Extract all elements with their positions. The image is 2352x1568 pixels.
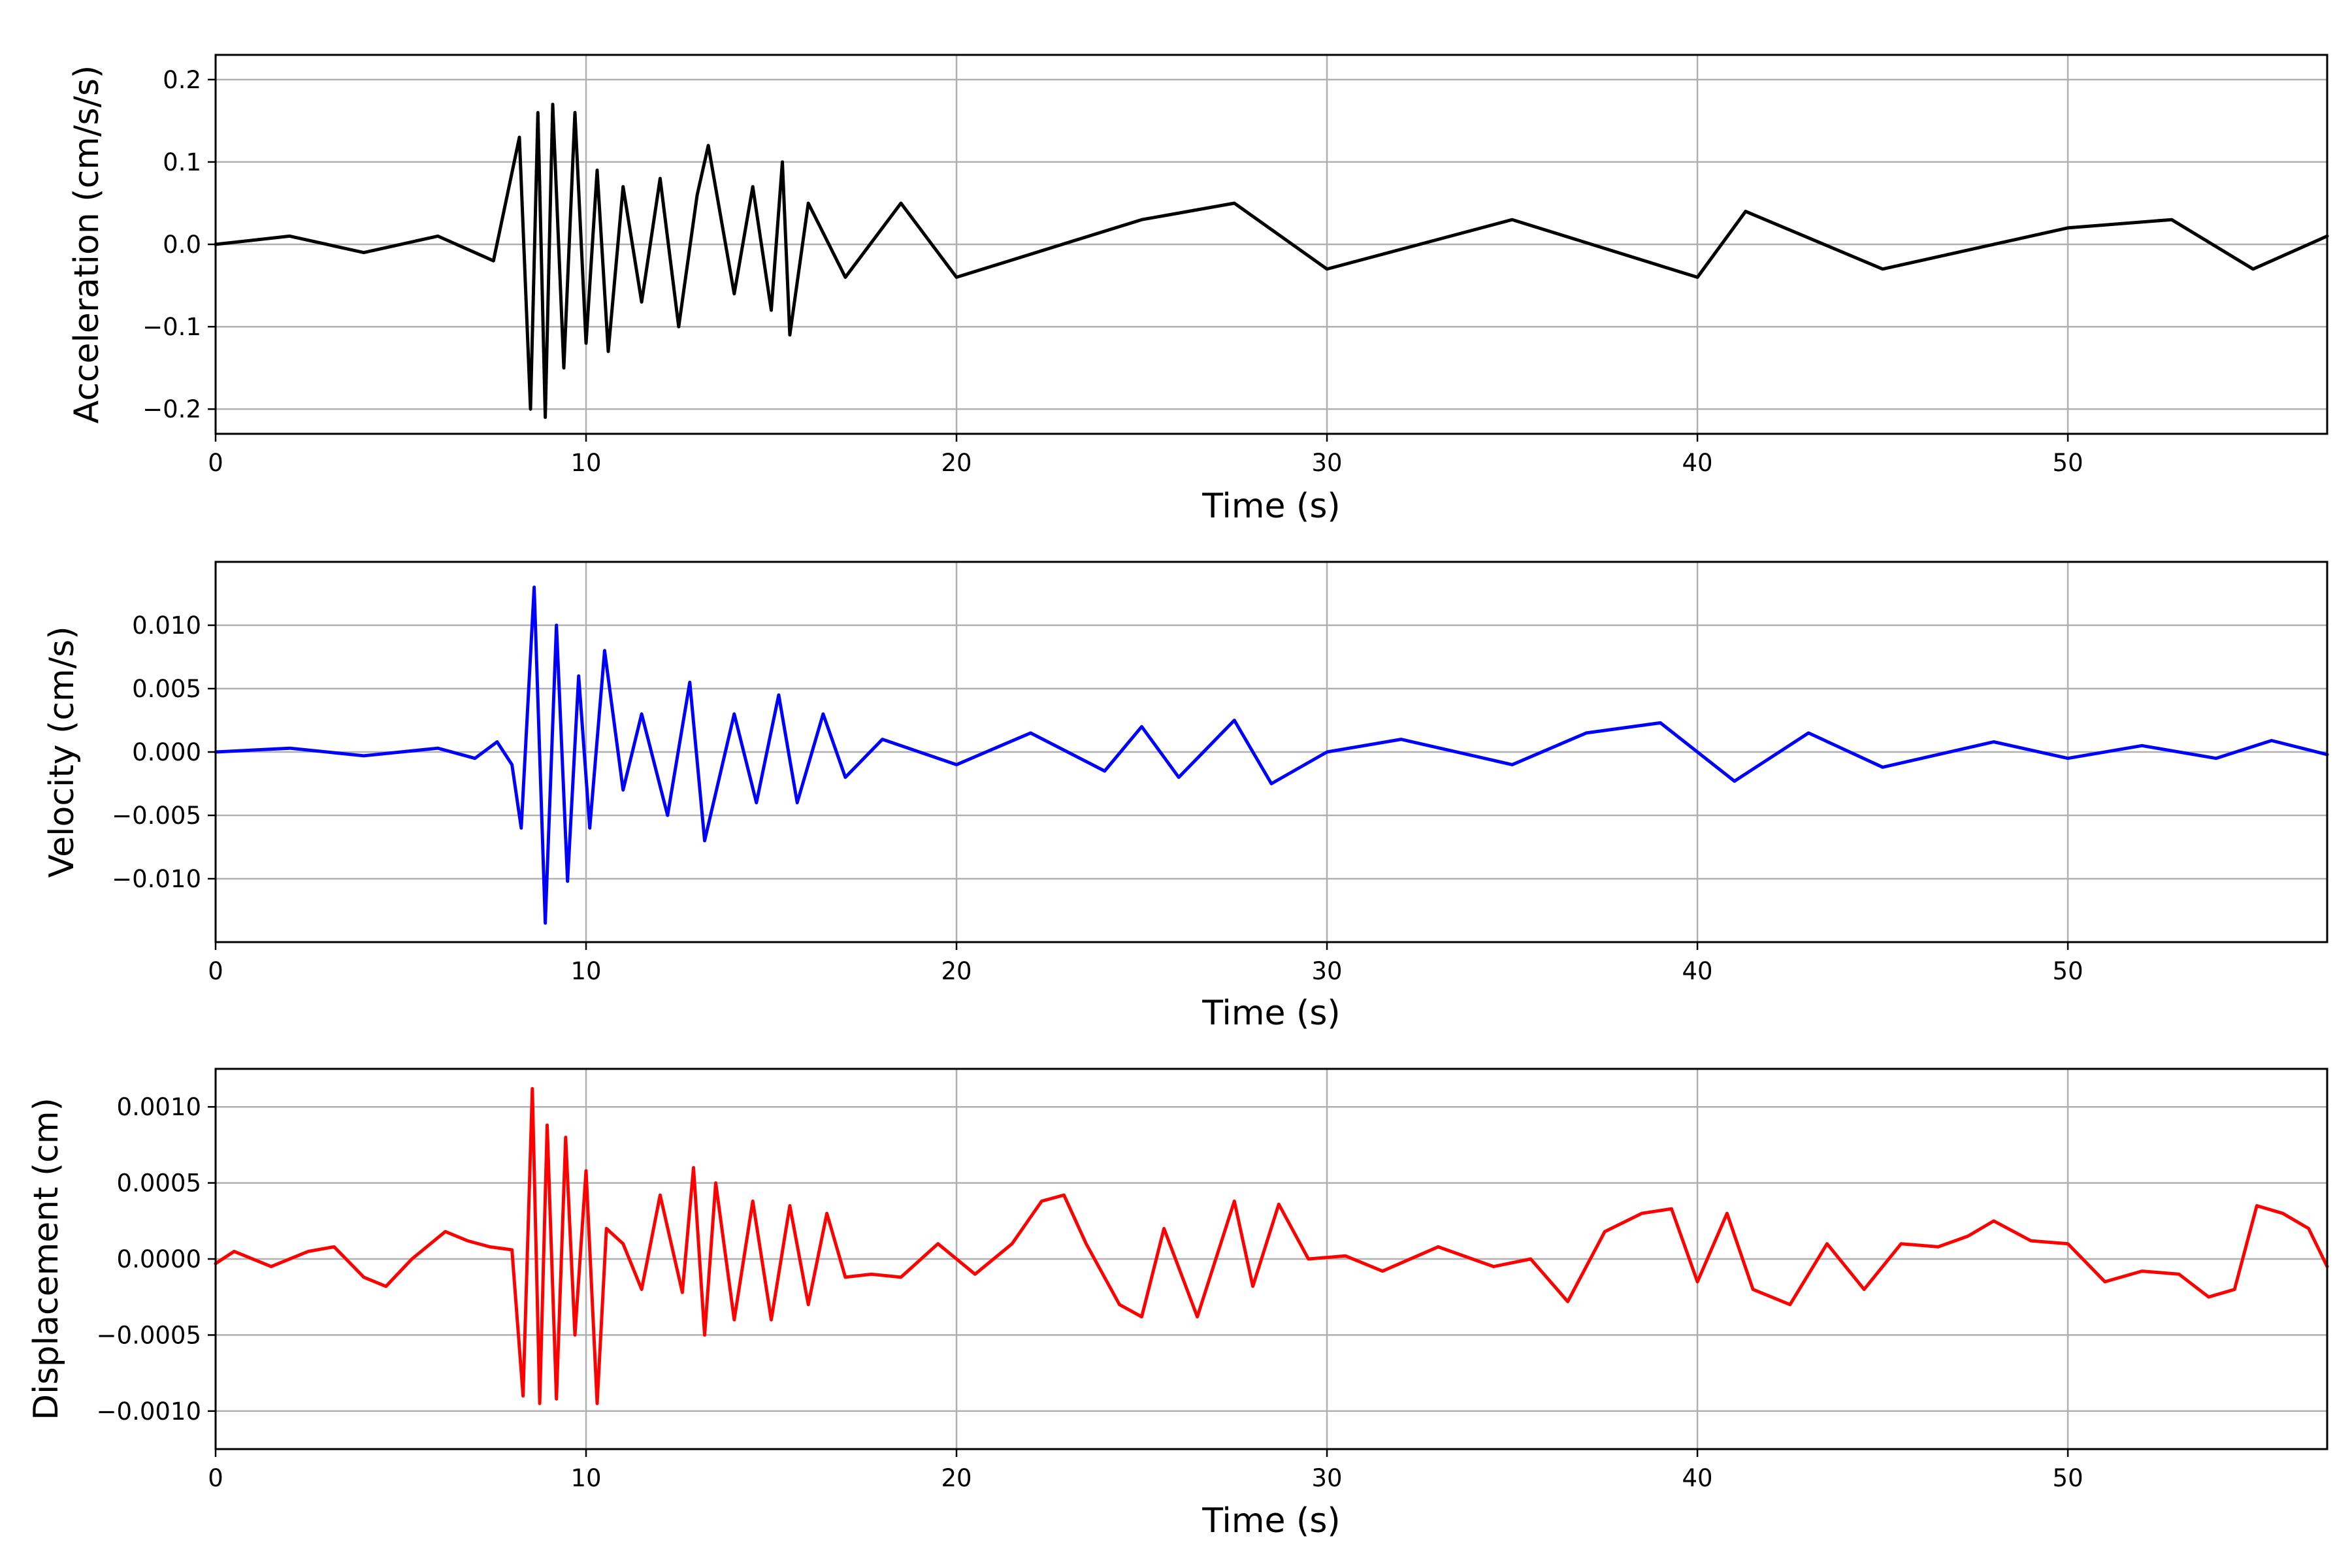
velocity-panel: 0 10 20 30 40 50 0.010 0.005 0.000 −0.005 −0.010 Ti… [42,561,2329,1033]
x-axis-label: Time (s) [1201,1501,1340,1541]
velocity-trace [214,585,2329,925]
acceleration-trace [214,103,2329,419]
y-tick-label: −0.0010 [97,1397,201,1426]
acceleration-panel: 0 10 20 30 40 50 0.2 0.1 0.0 −0.1 −0.2 Time (s) Acce… [67,54,2329,526]
x-axis-label: Time (s) [1201,487,1340,526]
y-tick-label: −0.2 [142,395,201,423]
x-tick-label: 40 [1682,449,1713,477]
x-tick-label: 40 [1682,957,1713,985]
x-tick-label: 10 [570,1464,601,1492]
x-tick-label: 0 [208,1464,223,1492]
x-tick-label: 30 [1312,1464,1343,1492]
y-tick-label: −0.0005 [97,1321,201,1349]
x-tick-label: 20 [941,957,972,985]
x-tick-label: 30 [1312,957,1343,985]
x-tick-label: 0 [208,957,223,985]
x-axis-label: Time (s) [1201,994,1340,1033]
y-tick-label: −0.010 [112,865,201,893]
x-tick-label: 20 [941,1464,972,1492]
y-tick-label: 0.1 [163,148,201,176]
x-tick-label: 50 [2053,449,2083,477]
y-tick-label: −0.005 [112,802,201,830]
y-tick-label: 0.0005 [117,1169,201,1198]
y-tick-label: −0.1 [142,313,201,341]
x-tick-label: 0 [208,449,223,477]
x-tick-label: 10 [570,957,601,985]
y-tick-label: 0.0000 [117,1245,201,1273]
y-tick-label: 0.0010 [117,1093,201,1121]
x-tick-label: 40 [1682,1464,1713,1492]
y-tick-label: 0.0 [163,231,201,259]
y-tick-label: 0.2 [163,66,201,94]
y-axis-label: Velocity (cm/s) [42,627,82,878]
y-tick-label: 0.000 [132,738,201,766]
y-tick-label: 0.010 [132,612,201,640]
x-tick-label: 10 [570,449,601,477]
x-tick-label: 50 [2053,957,2083,985]
x-tick-label: 50 [2053,1464,2083,1492]
x-tick-label: 30 [1312,449,1343,477]
displacement-trace [214,1086,2329,1405]
y-axis-label: Acceleration (cm/s/s) [67,65,106,424]
x-tick-label: 20 [941,449,972,477]
y-axis-label: Displacement (cm) [27,1098,66,1420]
y-tick-label: 0.005 [132,675,201,703]
displacement-panel: 0 10 20 30 40 50 0.0010 0.0005 0.0000 −0.0005 −0.0… [27,1068,2329,1541]
